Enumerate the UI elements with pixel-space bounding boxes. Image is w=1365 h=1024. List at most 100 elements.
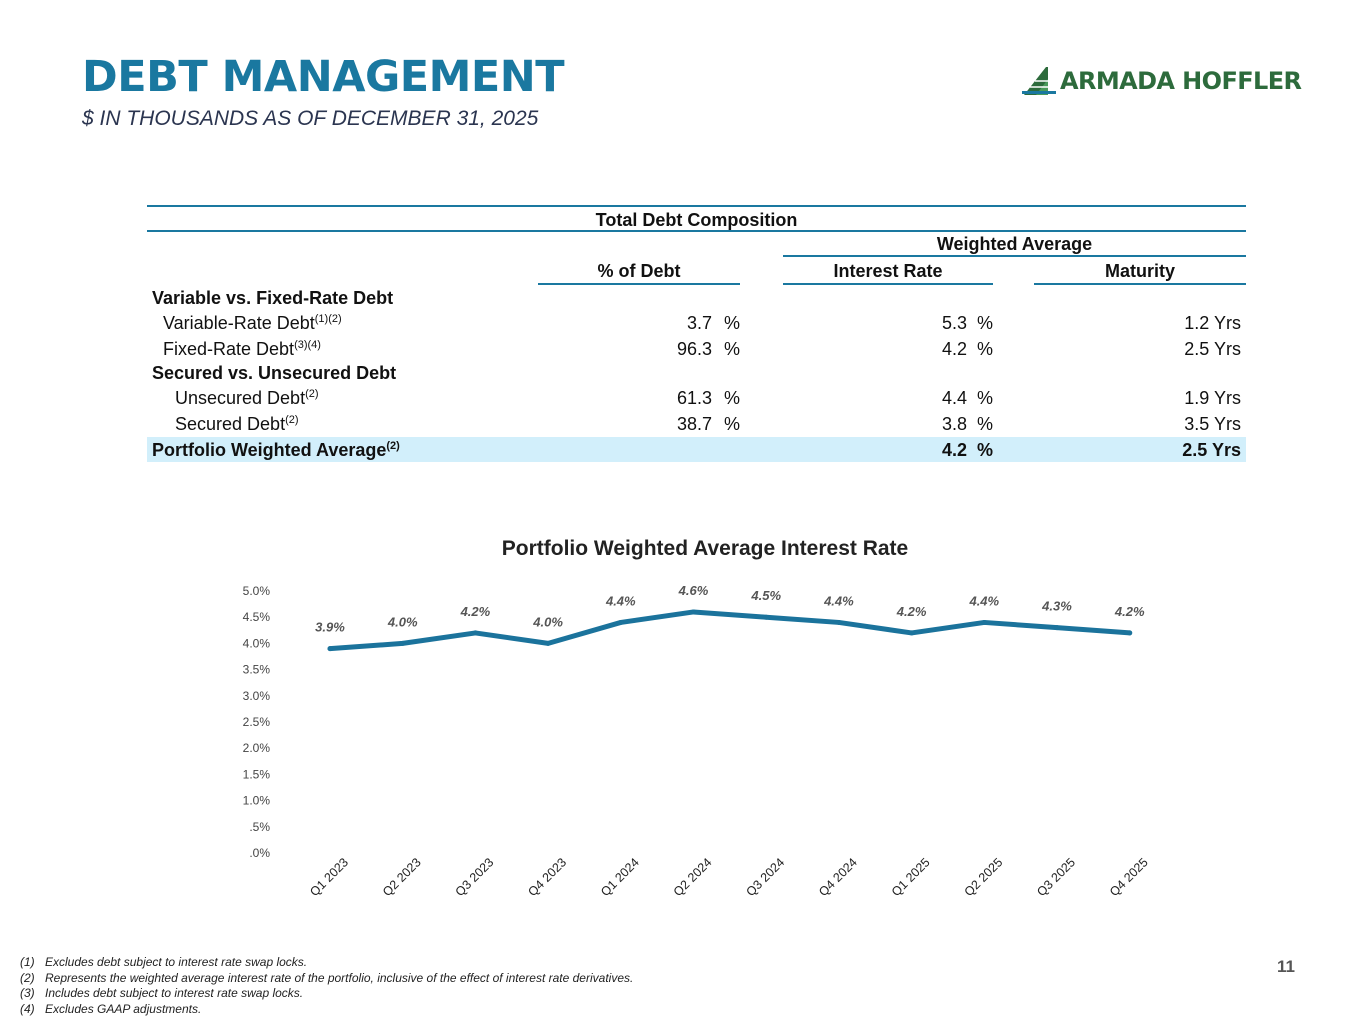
- weighted-average-rule: [783, 255, 1246, 257]
- pct-symbol: %: [724, 339, 741, 359]
- data-label: 4.2%: [896, 604, 927, 619]
- y-tick-label: 2.0%: [243, 741, 271, 755]
- page-number: 11: [1277, 957, 1295, 976]
- pct-symbol: %: [724, 313, 741, 333]
- weighted-average-header: Weighted Average: [936, 234, 1093, 254]
- company-logo: ARMADA HOFFLER: [1022, 62, 1302, 100]
- y-tick-label: 4.5%: [243, 610, 271, 624]
- pct-value: 61.3: [676, 388, 712, 408]
- maturity-col-rule: [1034, 283, 1246, 285]
- pct-symbol: %: [977, 313, 994, 333]
- data-label: 4.2%: [460, 604, 491, 619]
- pct-value: 3.7: [686, 313, 712, 333]
- maturity-value: 1.9 Yrs: [1184, 388, 1241, 408]
- data-label: 3.9%: [315, 620, 345, 635]
- x-tick-label: Q4 2024: [816, 855, 860, 899]
- x-tick-label: Q1 2023: [307, 855, 351, 899]
- row-label: Fixed-Rate Debt(3)(4): [163, 339, 321, 359]
- debt-composition-table: Total Debt Composition Weighted Average …: [147, 205, 1246, 465]
- data-label: 4.0%: [387, 614, 418, 629]
- y-tick-label: .0%: [249, 846, 270, 860]
- rate-value: 3.8: [941, 414, 967, 434]
- series-line: [327, 609, 1133, 652]
- data-point: [909, 630, 915, 636]
- data-point: [400, 640, 406, 646]
- pct-symbol: %: [977, 414, 994, 434]
- logo-text: ARMADA HOFFLER: [1060, 67, 1302, 95]
- logo-mark-icon: [1022, 67, 1056, 95]
- pct-symbol: %: [977, 339, 994, 359]
- col-header-pct: % of Debt: [597, 261, 681, 281]
- pct-value: 38.7: [676, 414, 712, 434]
- data-point: [618, 619, 624, 625]
- data-point: [1054, 625, 1060, 631]
- rate-value: 4.4: [941, 388, 967, 408]
- data-label: 4.3%: [1041, 599, 1072, 614]
- footnotes: (1) Excludes debt subject to interest rat…: [20, 955, 633, 1017]
- page-subtitle: $ IN THOUSANDS AS OF DECEMBER 31, 2025: [82, 107, 539, 130]
- footnote: (1) Excludes debt subject to interest rat…: [20, 955, 308, 969]
- data-label: 4.2%: [1114, 604, 1145, 619]
- section-label: Secured vs. Unsecured Debt: [152, 363, 397, 383]
- col-header-maturity: Maturity: [1104, 261, 1175, 281]
- footnote: (4) Excludes GAAP adjustments.: [20, 1001, 202, 1016]
- data-point: [327, 646, 333, 652]
- y-tick-label: .5%: [249, 820, 270, 834]
- footnote: (2) Represents the weighted average inter…: [20, 970, 634, 985]
- data-point: [836, 619, 842, 625]
- data-label: 4.4%: [605, 593, 636, 608]
- total-maturity-value: 2.5 Yrs: [1182, 440, 1241, 460]
- data-label: 4.5%: [750, 588, 781, 603]
- x-tick-label: Q2 2023: [380, 855, 424, 899]
- pct-col-rule: [538, 283, 740, 285]
- x-tick-label: Q3 2024: [743, 855, 787, 899]
- data-point: [691, 609, 696, 615]
- rate-value: 4.2: [941, 339, 967, 359]
- x-tick-label: Q4 2023: [525, 855, 569, 899]
- x-tick-label: Q1 2024: [598, 855, 642, 899]
- y-tick-label: 4.0%: [243, 636, 271, 650]
- data-point: [545, 640, 551, 646]
- rate-col-rule: [783, 283, 993, 285]
- pct-value: 96.3: [676, 339, 712, 359]
- rate-value: 5.3: [941, 313, 967, 333]
- data-label: 4.0%: [532, 614, 563, 629]
- chart-title: Portfolio Weighted Average Interest Rate: [501, 537, 909, 560]
- data-label: 4.4%: [823, 593, 854, 608]
- total-rate-value: 4.2: [941, 440, 967, 460]
- data-point: [981, 619, 987, 625]
- table-title-rule: [147, 230, 1246, 232]
- y-tick-label: 3.0%: [243, 689, 271, 703]
- y-tick-label: 1.5%: [243, 767, 271, 781]
- col-header-rate: Interest Rate: [833, 261, 943, 281]
- x-tick-label: Q4 2025: [1107, 855, 1151, 899]
- row-label: Unsecured Debt(2): [175, 388, 319, 408]
- y-tick-label: 1.0%: [243, 794, 271, 808]
- row-label: Variable-Rate Debt(1)(2): [163, 313, 342, 333]
- y-tick-label: 2.5%: [243, 715, 271, 729]
- data-point: [1127, 630, 1133, 636]
- maturity-value: 2.5 Yrs: [1184, 339, 1241, 359]
- pct-symbol: %: [977, 440, 994, 460]
- pct-symbol: %: [977, 388, 994, 408]
- data-label: 4.6%: [678, 583, 709, 598]
- y-tick-label: 3.5%: [243, 663, 271, 677]
- footnote: (3) Includes debt subject to interest rat…: [20, 986, 304, 1000]
- pct-symbol: %: [724, 388, 741, 408]
- total-row-highlight: [147, 437, 1246, 462]
- x-tick-label: Q1 2025: [889, 855, 933, 899]
- x-tick-label: Q2 2025: [962, 855, 1006, 899]
- data-point: [472, 630, 478, 636]
- table-title: Total Debt Composition: [595, 210, 798, 230]
- data-point: [763, 614, 769, 620]
- x-tick-label: Q2 2024: [671, 855, 715, 899]
- x-tick-label: Q3 2025: [1034, 855, 1078, 899]
- maturity-value: 1.2 Yrs: [1184, 313, 1241, 333]
- y-tick-label: 5.0%: [243, 584, 271, 598]
- pct-symbol: %: [724, 414, 741, 434]
- section-label: Variable vs. Fixed-Rate Debt: [152, 288, 394, 308]
- page-title: DEBT MANAGEMENT: [82, 52, 565, 102]
- x-tick-label: Q3 2023: [453, 855, 497, 899]
- data-label: 4.4%: [968, 593, 999, 608]
